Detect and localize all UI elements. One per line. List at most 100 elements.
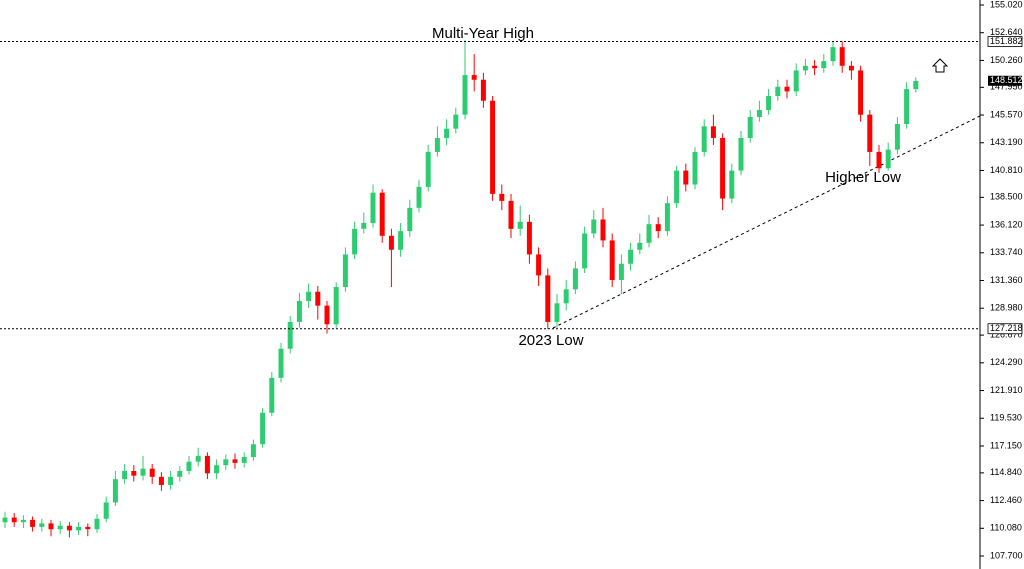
y-tick-label: 133.740 xyxy=(990,247,1023,257)
candle-body xyxy=(168,476,174,485)
y-tick-label: 143.190 xyxy=(990,137,1023,147)
candle-body xyxy=(692,151,698,185)
candle-body xyxy=(766,96,772,111)
y-tick-label: 128.980 xyxy=(990,303,1023,313)
candle-body xyxy=(609,240,615,281)
candle-body xyxy=(462,75,468,115)
candle-body xyxy=(131,470,137,476)
candle-body xyxy=(76,526,82,531)
candle-body xyxy=(848,65,854,71)
candle-body xyxy=(223,459,229,466)
candle-body xyxy=(775,86,781,97)
candle-body xyxy=(876,151,882,169)
candle-body xyxy=(885,149,891,169)
candle-body xyxy=(333,287,339,325)
candle-body xyxy=(315,291,321,306)
candle-body xyxy=(287,321,293,349)
candle-body xyxy=(352,228,358,255)
candle-body xyxy=(508,200,514,229)
candle-body xyxy=(913,80,919,90)
candle-body xyxy=(591,219,597,234)
last-price-label: 148.512 xyxy=(990,75,1023,85)
level-label-box xyxy=(987,323,1023,335)
last-price-box xyxy=(988,75,1022,86)
candle-body xyxy=(214,465,220,474)
candle-body xyxy=(85,526,91,530)
candle-body xyxy=(306,291,312,301)
candle-body xyxy=(867,114,873,152)
candle-body xyxy=(830,47,836,62)
annotation: 2023 Low xyxy=(518,332,583,349)
candle-body xyxy=(517,221,523,229)
candle-body xyxy=(388,235,394,250)
y-tick-label: 114.840 xyxy=(990,467,1022,477)
annotation: Higher Low xyxy=(825,169,901,186)
candle-body xyxy=(177,470,183,477)
candle-body xyxy=(30,519,36,527)
candle-body xyxy=(664,203,670,232)
candle-body xyxy=(563,289,569,304)
candle-body xyxy=(655,224,661,232)
y-tick-label: 126.670 xyxy=(990,329,1023,339)
candle-body xyxy=(618,263,624,281)
candle-body xyxy=(600,219,606,241)
candle-body xyxy=(416,186,422,208)
candle-body xyxy=(526,221,532,255)
candle-body xyxy=(2,517,8,523)
candle-body xyxy=(48,523,54,530)
y-tick-label: 147.950 xyxy=(990,82,1023,92)
candle-body xyxy=(646,224,652,243)
candle-body xyxy=(894,124,900,150)
candle-body xyxy=(39,523,45,527)
candle-body xyxy=(701,126,707,152)
candle-body xyxy=(471,75,477,80)
y-tick-label: 121.910 xyxy=(990,385,1023,395)
candle-body xyxy=(260,412,266,445)
candle-body xyxy=(480,79,486,101)
candle-body xyxy=(66,525,72,531)
y-tick-label: 124.290 xyxy=(990,357,1023,367)
trend-line xyxy=(552,115,981,329)
candle-body xyxy=(683,170,689,185)
candle-body xyxy=(453,114,459,129)
candle-body xyxy=(20,519,26,523)
candle-body xyxy=(158,476,164,485)
candle-body xyxy=(186,461,192,471)
candle-body xyxy=(628,249,634,264)
candle-body xyxy=(122,470,128,480)
candle-body xyxy=(407,207,413,232)
candle-body xyxy=(296,300,302,322)
candle-body xyxy=(269,377,275,413)
candle-body xyxy=(582,233,588,269)
level-label: 151.882 xyxy=(990,36,1023,46)
candle-body xyxy=(232,459,238,463)
candle-body xyxy=(821,61,827,69)
candle-body xyxy=(103,502,109,519)
candle-body xyxy=(784,86,790,92)
candle-body xyxy=(637,242,643,250)
annotation: Multi-Year High xyxy=(432,25,534,42)
candle-body xyxy=(499,193,505,201)
candle-body xyxy=(802,65,808,71)
y-tick-label: 150.260 xyxy=(990,55,1023,65)
y-tick-label: 152.640 xyxy=(990,27,1023,37)
candle-body xyxy=(94,518,100,530)
y-tick-label: 140.810 xyxy=(990,165,1023,175)
level-label-box xyxy=(987,36,1023,47)
candle-body xyxy=(710,126,716,138)
candle-body xyxy=(858,70,864,115)
level-label: 127.218 xyxy=(990,323,1023,333)
up-arrow-icon xyxy=(931,58,949,73)
candle-body xyxy=(545,275,551,322)
candle-body xyxy=(398,231,404,250)
y-tick-label: 119.530 xyxy=(990,413,1022,423)
candle-body xyxy=(361,222,367,229)
candle-body xyxy=(444,128,450,138)
candle-body xyxy=(342,254,348,288)
candle-body xyxy=(720,137,726,199)
candle-body xyxy=(11,517,17,523)
candle-body xyxy=(425,151,431,187)
candle-body xyxy=(747,117,753,138)
